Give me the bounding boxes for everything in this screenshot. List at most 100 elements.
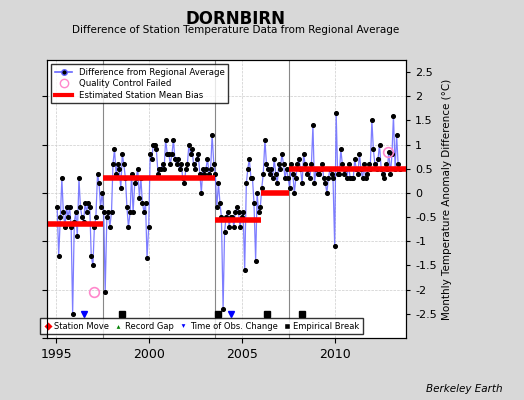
Point [347, 175, 356, 182]
Point [216, 200, 224, 206]
Point [151, 142, 159, 148]
Point [343, 175, 351, 182]
Point [278, 151, 286, 158]
Point [357, 166, 365, 172]
Point [168, 151, 176, 158]
Point [331, 243, 339, 249]
Point [226, 214, 235, 220]
Point [374, 156, 382, 162]
Point [177, 161, 185, 167]
Point [352, 166, 361, 172]
Point [329, 175, 337, 182]
Point [245, 156, 254, 162]
Point [256, 204, 265, 211]
Point [96, 204, 105, 211]
Point [392, 132, 401, 138]
Point [265, 170, 274, 177]
Point [375, 142, 384, 148]
Point [191, 166, 200, 172]
Point [341, 166, 350, 172]
Point [271, 170, 280, 177]
Point [118, 151, 126, 158]
Point [275, 161, 283, 167]
Point [82, 209, 91, 216]
Point [236, 224, 244, 230]
Point [326, 166, 334, 172]
Point [77, 204, 85, 211]
Point [321, 180, 330, 186]
Point [59, 209, 68, 216]
Point [202, 166, 210, 172]
Point [158, 161, 167, 167]
Point [130, 180, 139, 186]
Point [354, 170, 362, 177]
Point [290, 190, 299, 196]
Point [163, 151, 171, 158]
Point [295, 156, 303, 162]
Point [304, 166, 312, 172]
Point [157, 166, 165, 172]
Point [388, 151, 396, 158]
Point [368, 117, 376, 124]
Point [370, 161, 379, 167]
Point [261, 136, 269, 143]
Point [109, 161, 117, 167]
Point [121, 175, 129, 182]
Point [305, 175, 314, 182]
Point [310, 180, 319, 186]
Point [242, 180, 250, 186]
Point [210, 161, 218, 167]
Point [349, 175, 357, 182]
Point [313, 170, 322, 177]
Point [89, 262, 97, 269]
Point [203, 156, 212, 162]
Point [205, 170, 213, 177]
Point [172, 161, 181, 167]
Point [244, 166, 252, 172]
Point [268, 175, 277, 182]
Point [307, 161, 315, 167]
Point [366, 166, 375, 172]
Point [182, 166, 190, 172]
Point [276, 166, 285, 172]
Point [309, 122, 317, 128]
Point [219, 306, 227, 312]
Point [53, 204, 61, 211]
Point [98, 190, 106, 196]
Point [328, 170, 336, 177]
Point [302, 170, 311, 177]
Point [217, 214, 226, 220]
Point [90, 224, 99, 230]
Point [315, 170, 323, 177]
Point [381, 161, 390, 167]
Point [67, 224, 75, 230]
Point [115, 166, 123, 172]
Point [107, 209, 116, 216]
Point [298, 180, 307, 186]
Point [197, 190, 205, 196]
Point [336, 146, 345, 153]
Point [264, 166, 272, 172]
Point [78, 214, 86, 220]
Point [73, 233, 81, 240]
Point [318, 161, 326, 167]
Point [80, 219, 88, 225]
Point [187, 151, 195, 158]
Point [338, 161, 346, 167]
Point [81, 200, 89, 206]
Point [253, 190, 261, 196]
Point [147, 156, 156, 162]
Point [195, 170, 204, 177]
Point [143, 255, 151, 262]
Point [192, 156, 201, 162]
Point [358, 175, 367, 182]
Point [62, 204, 71, 211]
Point [355, 151, 364, 158]
Point [145, 224, 153, 230]
Point [394, 161, 402, 167]
Point [180, 180, 189, 186]
Point [323, 190, 331, 196]
Point [333, 170, 342, 177]
Point [252, 258, 260, 264]
Point [75, 175, 83, 182]
